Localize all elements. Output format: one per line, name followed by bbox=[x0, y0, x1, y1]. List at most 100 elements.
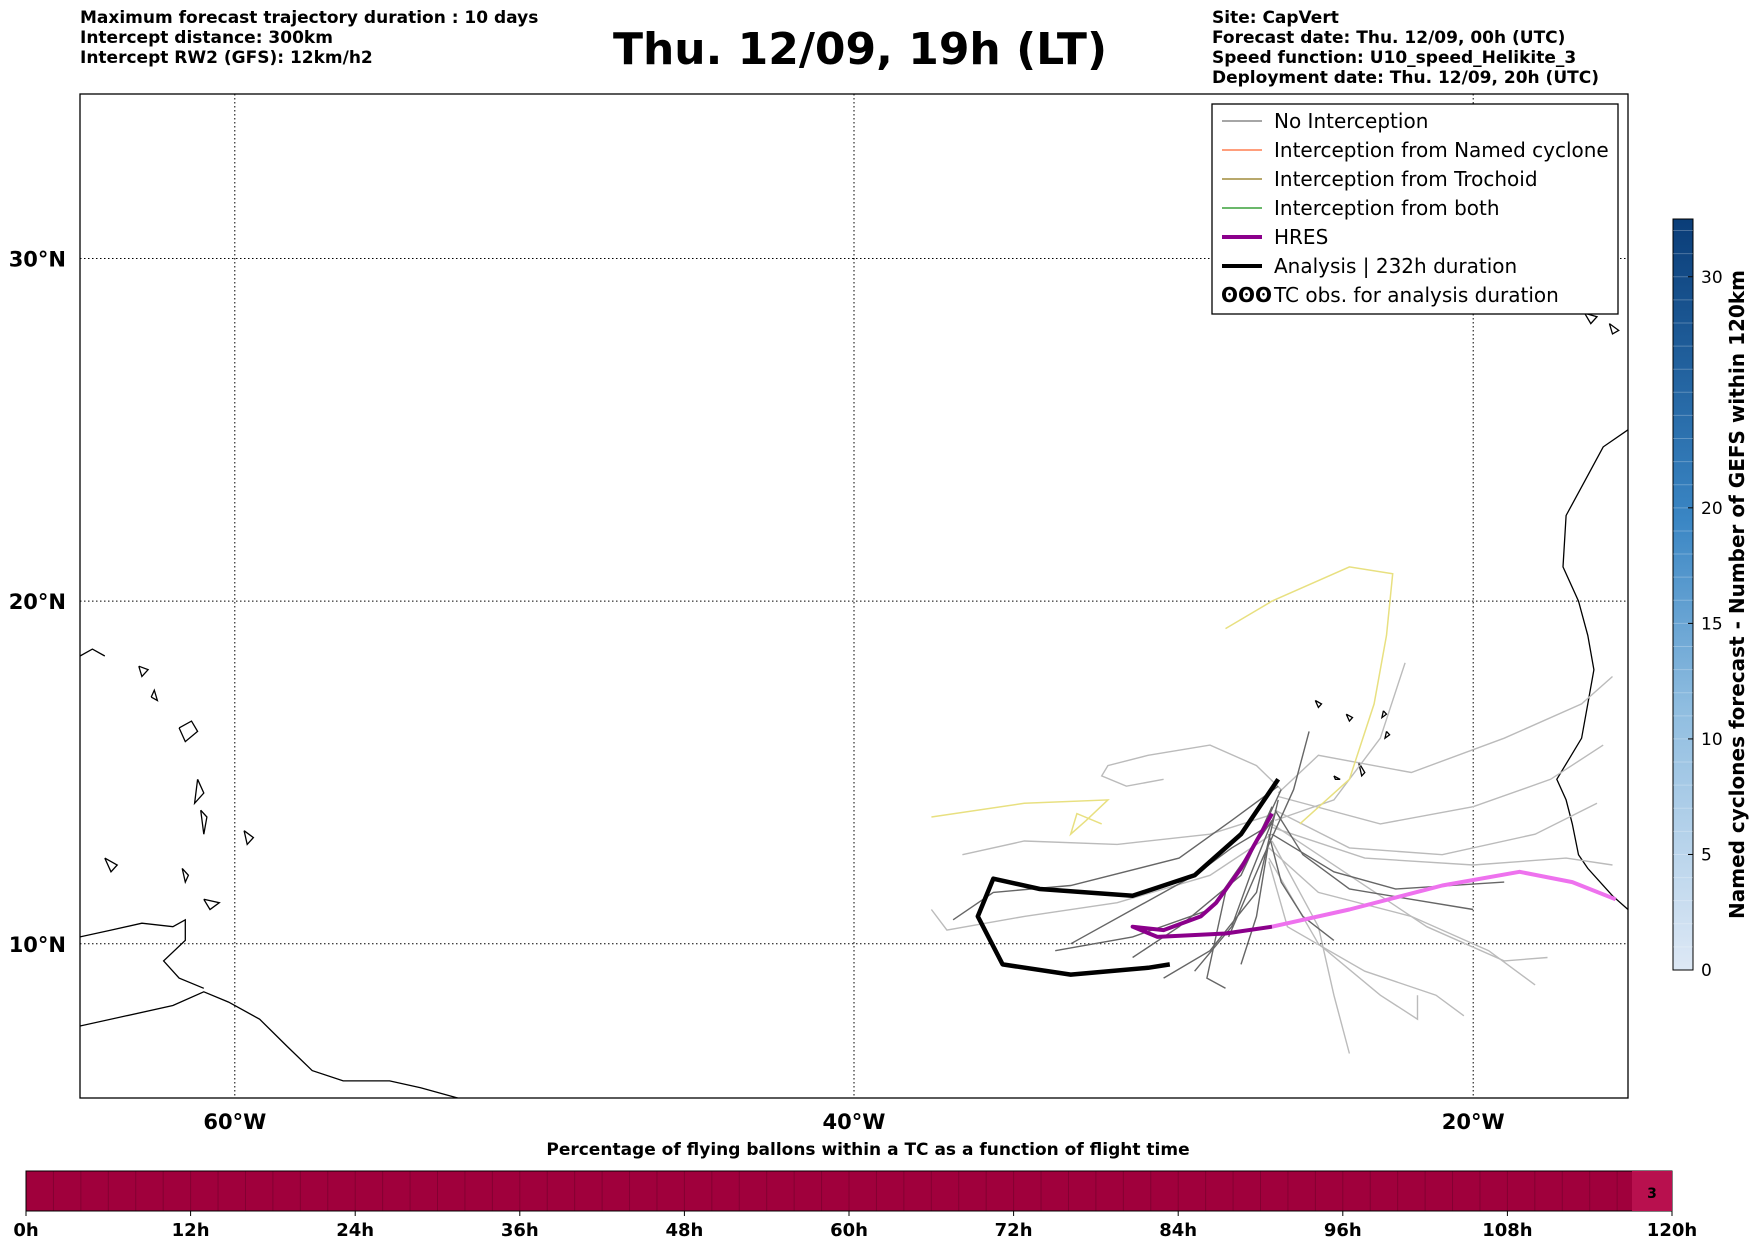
trajectory-no-interception bbox=[930, 833, 1273, 931]
colorbar-label: Named cyclones forecast - Number of GEFS… bbox=[1725, 270, 1749, 919]
longitude-label: 40°W bbox=[823, 1110, 886, 1134]
site-information: Site: CapVert Forecast date: Thu. 12/09,… bbox=[1212, 8, 1599, 88]
trajectory-no-interception bbox=[1268, 861, 1465, 1017]
trajectory-no-interception-dark bbox=[1274, 809, 1474, 911]
coastline bbox=[1608, 323, 1620, 335]
bar-fill bbox=[25, 1170, 1673, 1212]
trajectory-hres bbox=[1130, 812, 1274, 939]
trajectory-no-interception bbox=[1277, 675, 1613, 794]
bar-last-cell bbox=[1632, 1171, 1672, 1211]
coastline bbox=[138, 665, 150, 678]
cyclone-colorbar: 0 5 10 15 20 30 Named cyclones forecast - Numb… bbox=[1672, 218, 1749, 981]
trajectories bbox=[930, 566, 1617, 1054]
colorbar-tick-label: 5 bbox=[1701, 845, 1712, 865]
latitude-label: 20°N bbox=[9, 590, 66, 614]
page-title: Thu. 12/09, 19h (LT) bbox=[612, 24, 1108, 75]
trajectory-no-interception-dark bbox=[1227, 731, 1310, 938]
trajectory-no-interception bbox=[1271, 826, 1613, 866]
info-line: Forecast date: Thu. 12/09, 00h (UTC) bbox=[1212, 28, 1566, 48]
axis-ticks: 60°W 40°W 20°W 10°N 20°N 30°N bbox=[9, 247, 1505, 1134]
colorbar-tick-label: 20 bbox=[1701, 499, 1723, 519]
coastline bbox=[1333, 775, 1341, 780]
latitude-label: 10°N bbox=[9, 933, 66, 957]
info-line: Maximum forecast trajectory duration : 1… bbox=[80, 8, 539, 28]
trajectory-no-interception bbox=[1274, 802, 1598, 856]
trajectory-analysis bbox=[975, 778, 1281, 977]
bar-tick-label: 48h bbox=[665, 1220, 703, 1241]
coastline bbox=[1556, 429, 1628, 910]
legend-label: HRES bbox=[1274, 225, 1328, 249]
bar-tick-label: 0h bbox=[13, 1220, 38, 1241]
info-line: Site: CapVert bbox=[1212, 8, 1339, 28]
coastline bbox=[178, 720, 199, 743]
trajectory-hres-late bbox=[1271, 869, 1617, 929]
info-line: Speed function: U10_speed_Helikite_3 bbox=[1212, 48, 1577, 68]
coastline bbox=[243, 830, 255, 846]
coastline bbox=[80, 648, 106, 657]
flight-time-bar: Percentage of flying ballons within a TC… bbox=[13, 1140, 1697, 1241]
colorbar-scale bbox=[1672, 218, 1694, 971]
legend-label: Interception from Named cyclone bbox=[1274, 138, 1609, 162]
coastline bbox=[1380, 710, 1388, 720]
coastline bbox=[1314, 699, 1323, 709]
trajectory-yellow bbox=[931, 799, 1110, 837]
bar-tick-label: 36h bbox=[501, 1220, 539, 1241]
trajectory-no-interception-dark bbox=[1268, 834, 1335, 941]
graticule bbox=[80, 94, 1628, 1098]
coastline bbox=[203, 898, 221, 911]
forecast-parameters: Maximum forecast trajectory duration : 1… bbox=[80, 8, 538, 68]
legend-box bbox=[1211, 103, 1619, 315]
bar-tick-label: 60h bbox=[830, 1220, 868, 1241]
bar-tick-label: 12h bbox=[172, 1220, 210, 1241]
legend: No Interception Interception from Named c… bbox=[1211, 103, 1619, 315]
colorbar-tick-label: 10 bbox=[1701, 730, 1723, 750]
trajectory-no-interception bbox=[1268, 847, 1536, 986]
colorbar-tick-label: 0 bbox=[1701, 961, 1712, 981]
bar-tick-label: 24h bbox=[336, 1220, 374, 1241]
coastline bbox=[1640, 310, 1652, 327]
info-line: Intercept distance: 300km bbox=[80, 28, 333, 48]
latitude-label: 30°N bbox=[9, 247, 66, 271]
coastline bbox=[150, 688, 159, 702]
bar-tick-label: 108h bbox=[1482, 1220, 1532, 1241]
bar-tick-label: 72h bbox=[995, 1220, 1033, 1241]
coastline bbox=[80, 918, 205, 989]
longitude-label: 60°W bbox=[203, 1110, 266, 1134]
bar-tick-label: 120h bbox=[1647, 1220, 1697, 1241]
legend-label: Analysis | 232h duration bbox=[1274, 254, 1517, 278]
coastline bbox=[1383, 730, 1391, 740]
bar-title: Percentage of flying ballons within a TC… bbox=[546, 1140, 1189, 1160]
legend-label: No Interception bbox=[1274, 109, 1428, 133]
legend-label: Interception from Trochoid bbox=[1274, 167, 1538, 191]
coastline bbox=[181, 867, 190, 885]
longitude-label: 20°W bbox=[1442, 1110, 1505, 1134]
bar-tick-label: 84h bbox=[1159, 1220, 1197, 1241]
coastline bbox=[193, 779, 205, 806]
coastlines bbox=[80, 299, 1652, 1098]
coastline bbox=[1584, 312, 1599, 325]
coastline bbox=[104, 857, 119, 873]
trajectory-yellow bbox=[1225, 566, 1394, 825]
bar-tick-label: 96h bbox=[1324, 1220, 1362, 1241]
tc-observation-symbol: ʘʘʘ bbox=[1221, 283, 1272, 307]
trajectory-no-interception bbox=[1100, 744, 1282, 791]
colorbar-tick-label: 15 bbox=[1701, 614, 1723, 634]
bar-annotation: 3 bbox=[1647, 1186, 1657, 1202]
coastline bbox=[1345, 713, 1354, 723]
legend-label: Interception from both bbox=[1274, 196, 1500, 220]
trajectory-no-interception bbox=[1278, 744, 1604, 825]
info-line: Deployment date: Thu. 12/09, 20h (UTC) bbox=[1212, 68, 1599, 88]
trajectory-no-interception-dark bbox=[1240, 840, 1270, 965]
legend-label: TC obs. for analysis duration bbox=[1273, 283, 1559, 307]
trajectory-no-interception bbox=[1271, 823, 1548, 962]
coastline bbox=[80, 991, 458, 1098]
info-line: Intercept RW2 (GFS): 12km/h2 bbox=[80, 48, 373, 68]
coastline bbox=[1357, 761, 1366, 778]
colorbar-tick-label: 30 bbox=[1701, 268, 1723, 288]
map-border bbox=[79, 93, 1629, 1099]
trajectory-no-interception bbox=[962, 812, 1276, 856]
trajectory-no-interception bbox=[1271, 840, 1351, 1054]
trajectory-no-interception bbox=[1274, 662, 1406, 822]
coastline bbox=[200, 809, 208, 835]
